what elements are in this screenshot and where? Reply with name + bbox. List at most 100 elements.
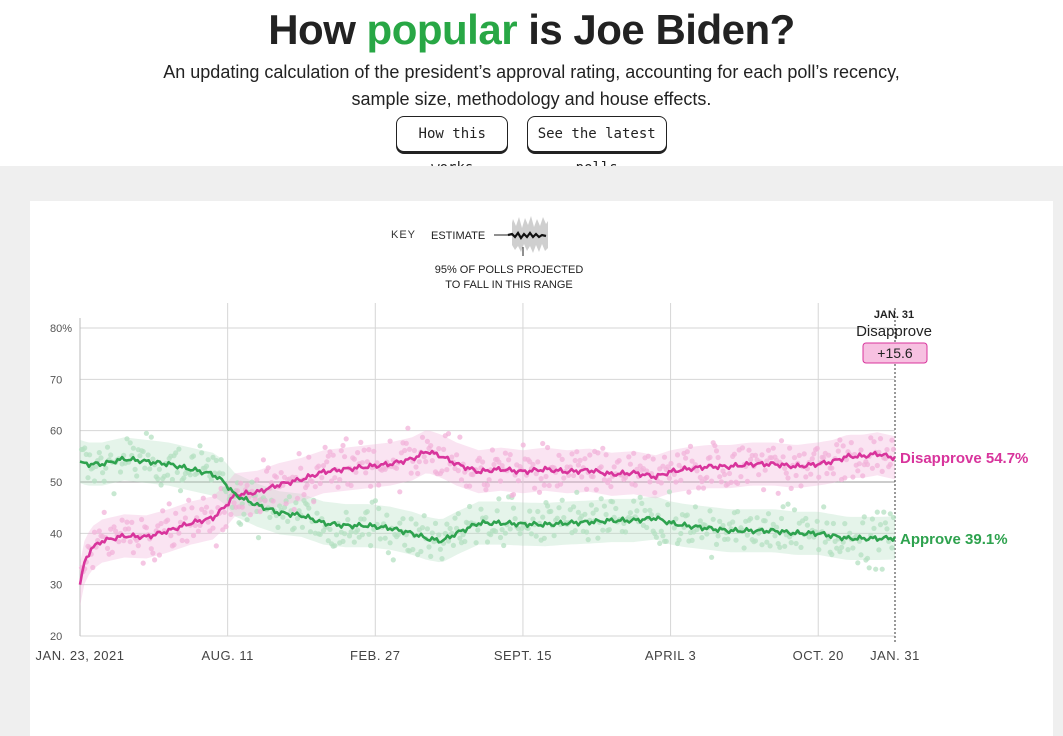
disapprove-poll-dot: [507, 452, 513, 458]
disapprove-poll-dot: [428, 443, 434, 449]
x-tick-label: JAN. 31: [870, 648, 920, 663]
approve-poll-dot: [717, 518, 723, 524]
key-estimate-label: ESTIMATE: [431, 230, 485, 242]
how-this-works-button[interactable]: How this works: [396, 116, 509, 176]
disapprove-poll-dot: [189, 505, 195, 511]
disapprove-poll-dot: [830, 471, 837, 477]
approve-poll-dot: [730, 519, 736, 525]
approve-poll-dot: [156, 466, 162, 472]
approve-poll-dot: [351, 539, 357, 545]
disapprove-poll-dot: [405, 425, 411, 431]
disapprove-poll-dot: [533, 471, 539, 477]
disapprove-poll-dot: [829, 465, 835, 471]
approve-poll-dot: [631, 498, 637, 504]
approve-poll-dot: [697, 518, 703, 524]
disapprove-poll-dot: [868, 435, 874, 441]
approve-poll-dot: [137, 453, 143, 459]
approve-poll-dot: [385, 550, 391, 556]
approve-poll-dot: [754, 515, 760, 521]
disapprove-poll-dot: [606, 477, 612, 483]
approve-poll-dot: [837, 549, 843, 555]
disapprove-poll-dot: [778, 438, 785, 444]
disapprove-poll-dot: [143, 525, 149, 531]
approve-poll-dot: [545, 503, 551, 509]
approve-poll-dot: [673, 516, 679, 522]
approve-poll-dot: [782, 543, 788, 549]
approve-poll-dot: [368, 543, 374, 549]
approve-poll-dot: [600, 527, 606, 533]
approve-poll-dot: [467, 503, 473, 510]
disapprove-poll-dot: [408, 470, 414, 476]
approve-poll-dot: [213, 457, 219, 464]
disapprove-poll-dot: [355, 450, 361, 456]
approve-poll-dot: [457, 535, 463, 541]
approve-poll-dot: [499, 527, 505, 533]
disapprove-poll-dot: [717, 474, 723, 480]
approve-poll-dot: [684, 512, 690, 518]
approve-poll-dot: [439, 556, 445, 562]
approve-poll-dot: [574, 489, 580, 495]
disapprove-poll-dot: [491, 461, 497, 468]
approve-poll-dot: [173, 450, 179, 456]
approve-poll-dot: [887, 511, 893, 517]
approve-poll-dot: [432, 520, 439, 526]
approve-poll-dot: [101, 478, 107, 484]
disapprove-poll-dot: [221, 509, 227, 515]
disapprove-poll-dot: [351, 456, 357, 462]
approve-poll-dot: [816, 547, 822, 553]
disapprove-poll-dot: [561, 475, 567, 481]
disapprove-poll-dot: [687, 443, 694, 449]
disapprove-poll-dot: [121, 538, 127, 544]
approve-poll-dot: [889, 545, 895, 551]
disapprove-poll-dot: [821, 455, 827, 461]
approve-poll-dot: [376, 505, 382, 512]
disapprove-poll-dot: [483, 487, 489, 493]
disapprove-poll-dot: [631, 450, 637, 456]
approve-poll-dot: [475, 527, 481, 533]
approve-poll-dot: [551, 533, 557, 539]
disapprove-poll-dot: [480, 459, 486, 465]
approve-poll-dot: [622, 529, 629, 535]
approve-poll-dot: [507, 526, 513, 532]
disapprove-poll-dot: [744, 478, 751, 484]
approve-poll-dot: [199, 450, 205, 456]
approve-poll-dot: [85, 475, 91, 481]
disapprove-poll-dot: [203, 504, 210, 510]
disapprove-poll-dot: [559, 456, 565, 462]
disapprove-poll-dot: [696, 485, 702, 491]
disapprove-poll-dot: [834, 442, 840, 448]
approve-poll-dot: [364, 509, 370, 515]
disapprove-poll-dot: [199, 506, 205, 512]
approve-trend-line: [79, 455, 897, 544]
approve-poll-dot: [788, 540, 794, 546]
disapprove-poll-dot: [403, 440, 409, 446]
chart-card: KEY ESTIMATE 95% OF POLLS PROJECTED TO F…: [30, 201, 1053, 736]
approve-poll-dot: [678, 530, 684, 537]
approve-poll-dot: [150, 456, 156, 462]
disapprove-poll-dot: [247, 512, 253, 518]
disapprove-poll-dot: [205, 519, 211, 525]
disapprove-poll-dot: [382, 466, 388, 472]
x-tick-label: JAN. 23, 2021: [36, 648, 125, 663]
disapprove-poll-dot: [273, 474, 279, 480]
approve-poll-dot: [873, 566, 879, 572]
approve-poll-dot: [390, 557, 396, 563]
disapprove-poll-dot: [338, 448, 344, 454]
approve-poll-dot: [689, 537, 695, 543]
disapprove-poll-dot: [423, 459, 429, 465]
disapprove-poll-dot: [301, 492, 307, 498]
approve-poll-dot: [772, 533, 778, 539]
disapprove-poll-dot: [761, 487, 767, 493]
disapprove-poll-dot: [704, 474, 710, 480]
approve-poll-dot: [104, 444, 111, 450]
disapprove-poll-dot: [411, 447, 417, 454]
disapprove-poll-dot: [759, 452, 765, 458]
key-sample-swatch: [494, 216, 548, 256]
approve-poll-dot: [874, 509, 880, 515]
disapprove-poll-dot: [130, 550, 136, 556]
latest-polls-button[interactable]: See the latest polls: [526, 116, 667, 176]
approve-poll-dot: [197, 443, 203, 449]
y-axis: 80% 70 60 50 40 30 20: [50, 323, 72, 643]
approve-poll-dot: [103, 465, 109, 471]
approve-poll-dot: [96, 450, 102, 456]
